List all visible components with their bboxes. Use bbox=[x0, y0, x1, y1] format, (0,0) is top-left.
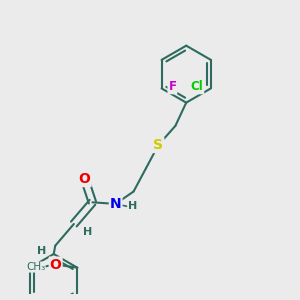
Text: H: H bbox=[128, 201, 137, 211]
Text: CH₃: CH₃ bbox=[26, 262, 45, 272]
Text: O: O bbox=[50, 258, 62, 272]
Text: H: H bbox=[37, 246, 46, 256]
Text: H: H bbox=[83, 227, 92, 237]
Text: O: O bbox=[79, 172, 91, 186]
Text: N: N bbox=[110, 197, 122, 211]
Text: S: S bbox=[153, 138, 164, 152]
Text: F: F bbox=[168, 80, 176, 93]
Text: Cl: Cl bbox=[190, 80, 203, 93]
